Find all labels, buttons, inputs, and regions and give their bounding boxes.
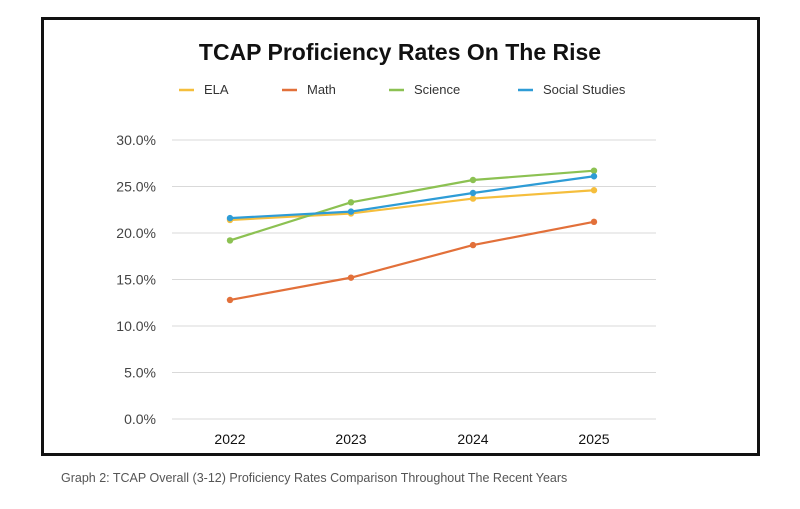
- series-group: [226, 167, 598, 304]
- data-point: [590, 167, 598, 174]
- y-tick-label: 10.0%: [116, 318, 156, 334]
- series-line: [229, 175, 595, 220]
- series-line: [229, 220, 595, 302]
- legend-item: Social Studies: [518, 82, 626, 97]
- series-math: [226, 218, 598, 304]
- legend-item: Math: [282, 82, 336, 97]
- data-point: [347, 208, 355, 215]
- x-tick-label: 2023: [335, 431, 366, 447]
- gridlines: [172, 139, 656, 420]
- x-axis: 2022 2023 2024 2025: [214, 431, 609, 447]
- chart-frame: TCAP Proficiency Rates On The Rise ELA Ma…: [41, 17, 760, 456]
- legend: ELA Math Science Social Studies: [179, 82, 626, 97]
- data-point: [469, 195, 477, 202]
- y-tick-label: 30.0%: [116, 132, 156, 148]
- data-point: [590, 173, 598, 180]
- data-point: [469, 176, 477, 184]
- series-line: [229, 169, 595, 242]
- series-line: [229, 189, 595, 222]
- x-tick-label: 2022: [214, 431, 245, 447]
- y-tick-label: 15.0%: [116, 272, 156, 288]
- data-point: [226, 214, 234, 222]
- data-point: [347, 199, 355, 206]
- x-tick-label: 2024: [457, 431, 488, 447]
- y-tick-label: 5.0%: [124, 365, 156, 381]
- series-social-studies: [226, 173, 598, 222]
- data-point: [469, 241, 477, 249]
- series-science: [226, 167, 598, 244]
- data-point: [226, 296, 234, 304]
- chart-title: TCAP Proficiency Rates On The Rise: [199, 39, 601, 65]
- legend-item: Science: [389, 82, 460, 97]
- y-tick-label: 0.0%: [124, 411, 156, 427]
- y-tick-label: 25.0%: [116, 179, 156, 195]
- legend-item: ELA: [179, 82, 229, 97]
- series-ela: [226, 187, 598, 224]
- data-point: [590, 187, 598, 194]
- legend-label: Math: [307, 82, 336, 97]
- line-chart: TCAP Proficiency Rates On The Rise ELA Ma…: [116, 39, 656, 447]
- data-point: [590, 218, 598, 226]
- legend-label: ELA: [204, 82, 229, 97]
- legend-label: Social Studies: [543, 82, 626, 97]
- y-tick-label: 20.0%: [116, 225, 156, 241]
- figure-caption: Graph 2: TCAP Overall (3-12) Proficiency…: [61, 471, 568, 485]
- data-point: [347, 274, 355, 281]
- y-axis: 0.0% 5.0% 10.0% 15.0% 20.0% 25.0% 30.0%: [116, 132, 156, 427]
- legend-label: Science: [414, 82, 460, 97]
- data-point: [226, 237, 234, 244]
- x-tick-label: 2025: [578, 431, 609, 447]
- data-point: [469, 189, 477, 197]
